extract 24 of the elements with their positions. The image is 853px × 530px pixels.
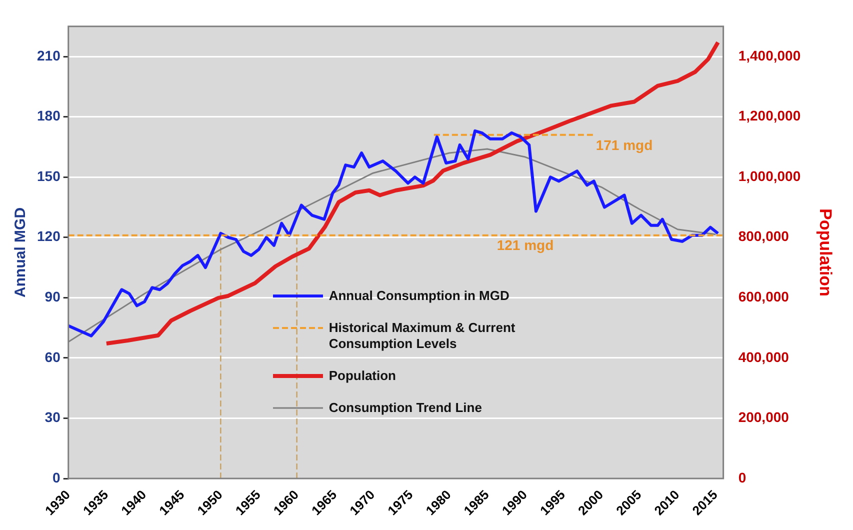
y2-tick-label: 400,000 bbox=[738, 348, 790, 365]
y2-tick-label: 800,000 bbox=[738, 228, 790, 244]
y-tick-label: 0 bbox=[52, 469, 61, 486]
y2-tick-label: 1,400,000 bbox=[738, 47, 801, 64]
y-tick-label: 210 bbox=[37, 47, 61, 64]
y2-tick-label: 200,000 bbox=[738, 409, 790, 426]
y-tick-label: 90 bbox=[44, 288, 61, 305]
y2-tick-label: 1,200,000 bbox=[738, 108, 801, 124]
legend-label: Annual Consumption in MGD bbox=[328, 288, 510, 304]
y2-tick-label: 600,000 bbox=[738, 288, 790, 305]
legend-label: Historical Maximum & Current Consumption Levels bbox=[328, 320, 516, 352]
y-tick-label: 150 bbox=[37, 168, 61, 184]
y2-axis-title: Population bbox=[816, 208, 836, 296]
y-axis-title: Annual MGD bbox=[12, 207, 30, 298]
annotation: 171 mgd bbox=[596, 136, 653, 153]
legend-label: Consumption Trend Line bbox=[328, 400, 482, 416]
legend-label: Population bbox=[328, 368, 396, 384]
annotation: 121 mgd bbox=[496, 237, 554, 254]
y2-tick-label: 1,000,000 bbox=[738, 168, 801, 184]
y-tick-label: 60 bbox=[44, 348, 61, 365]
y-tick-label: 120 bbox=[37, 228, 61, 244]
y-tick-label: 180 bbox=[37, 108, 61, 124]
y-tick-label: 30 bbox=[44, 409, 61, 426]
y2-tick-label: 0 bbox=[738, 469, 746, 486]
